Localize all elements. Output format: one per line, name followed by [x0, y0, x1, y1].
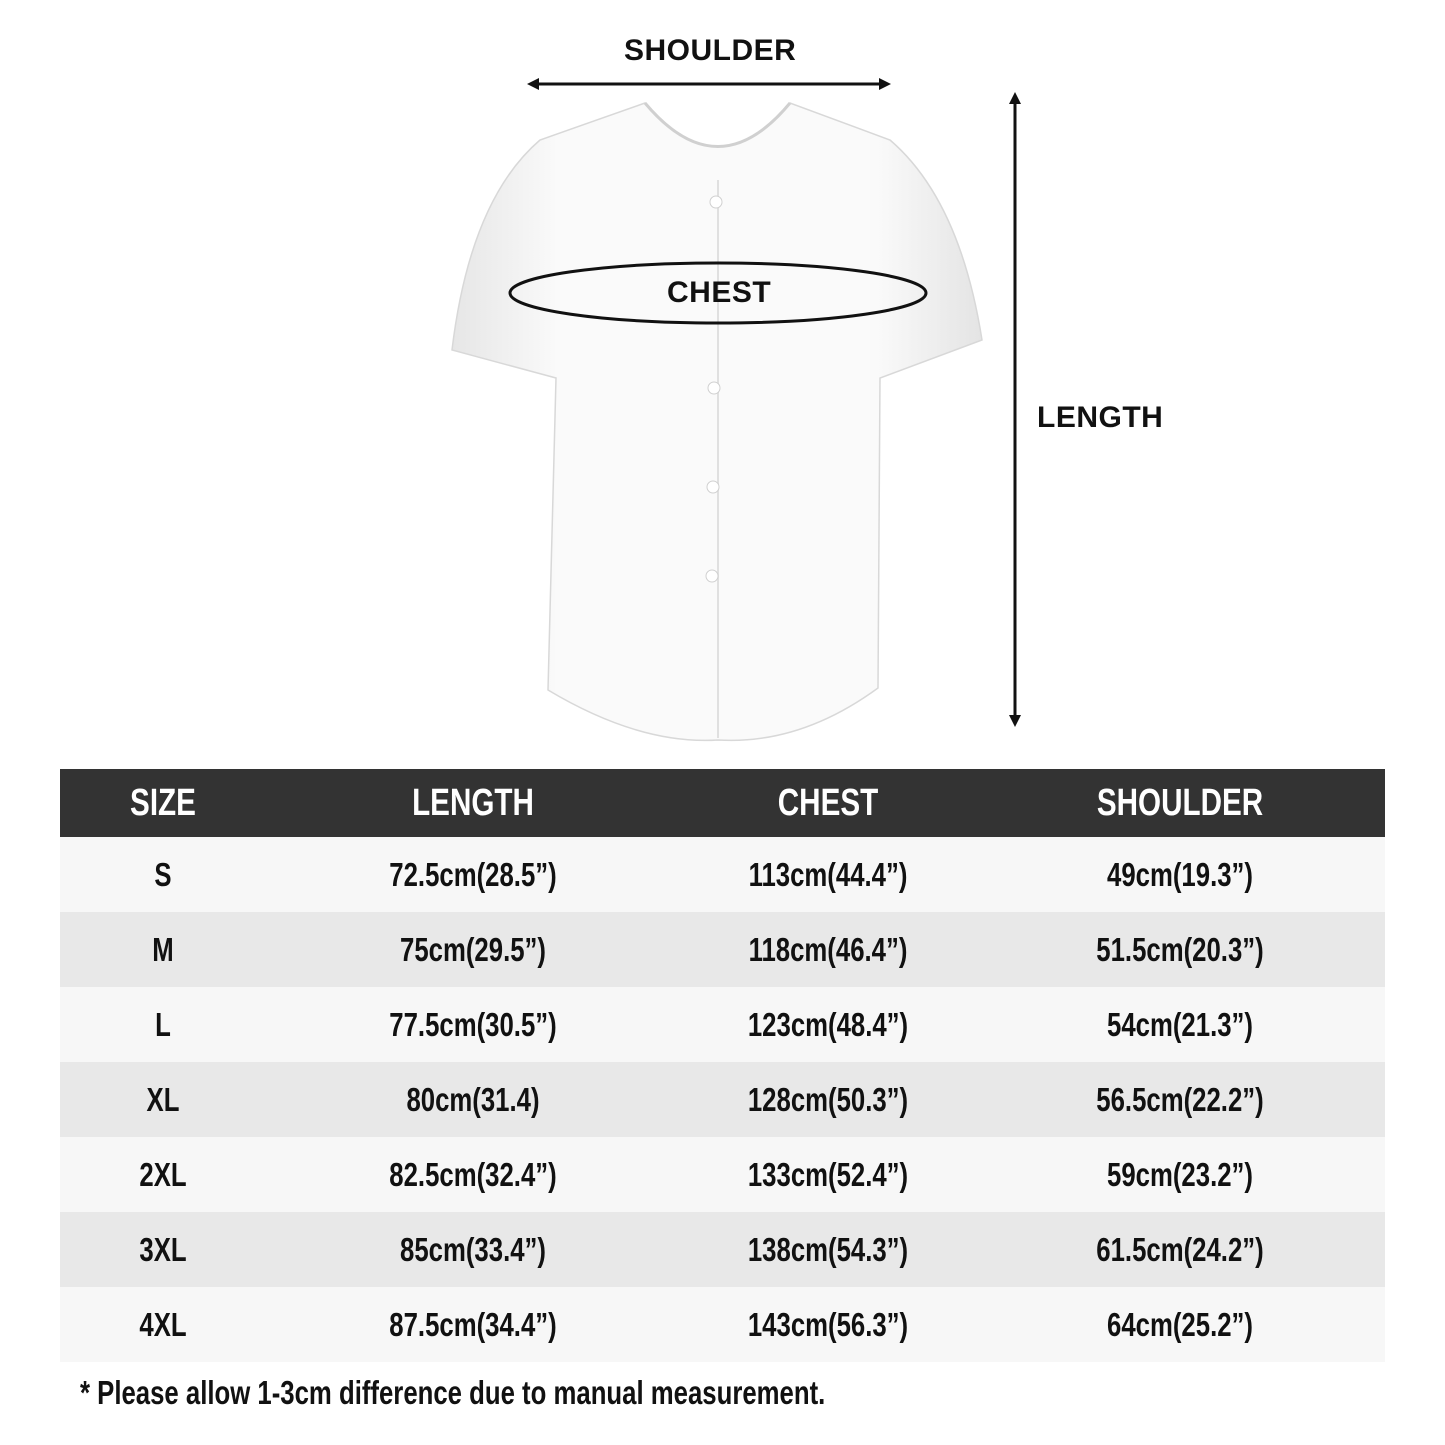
header-shoulder: SHOULDER [1096, 781, 1264, 824]
cell-shoulder: 64cm(25.2”) [1107, 1305, 1253, 1343]
header-chest: CHEST [777, 781, 879, 824]
chest-label: CHEST [667, 276, 772, 309]
shoulder-label: SHOULDER [624, 34, 797, 67]
cell-chest: 143cm(56.3”) [747, 1305, 909, 1343]
table-row: XL 80cm(31.4) 128cm(50.3”) 56.5cm(22.2”) [60, 1062, 1385, 1137]
cell-size: 3XL [139, 1230, 187, 1268]
cell-size: L [155, 1005, 171, 1043]
cell-shoulder: 51.5cm(20.3”) [1096, 930, 1264, 968]
length-label: LENGTH [1037, 401, 1164, 434]
cell-length: 80cm(31.4) [406, 1080, 540, 1118]
cell-chest: 118cm(46.4”) [748, 930, 908, 968]
cell-shoulder: 59cm(23.2”) [1107, 1155, 1253, 1193]
cell-size: 4XL [139, 1305, 187, 1343]
cell-size: 2XL [139, 1155, 187, 1193]
cell-length: 77.5cm(30.5”) [389, 1005, 557, 1043]
cell-length: 75cm(29.5”) [400, 930, 546, 968]
cell-shoulder: 49cm(19.3”) [1107, 855, 1253, 893]
table-row: 3XL 85cm(33.4”) 138cm(54.3”) 61.5cm(24.2”) [60, 1212, 1385, 1287]
cell-length: 85cm(33.4”) [400, 1230, 546, 1268]
jersey-image [451, 102, 983, 742]
cell-shoulder: 61.5cm(24.2”) [1096, 1230, 1264, 1268]
cell-size: S [154, 855, 172, 893]
table-row: L 77.5cm(30.5”) 123cm(48.4”) 54cm(21.3”) [60, 987, 1385, 1062]
cell-length: 72.5cm(28.5”) [389, 855, 557, 893]
table-row: S 72.5cm(28.5”) 113cm(44.4”) 49cm(19.3”) [60, 837, 1385, 912]
table-row: 4XL 87.5cm(34.4”) 143cm(56.3”) 64cm(25.2”) [60, 1287, 1385, 1362]
cell-length: 87.5cm(34.4”) [389, 1305, 557, 1343]
cell-shoulder: 54cm(21.3”) [1107, 1005, 1253, 1043]
table-row: M 75cm(29.5”) 118cm(46.4”) 51.5cm(20.3”) [60, 912, 1385, 987]
header-length: LENGTH [412, 781, 534, 824]
size-chart-table: SIZE LENGTH CHEST SHOULDER S 72.5cm(28.5”… [60, 769, 1385, 1362]
jersey-diagram [451, 78, 1021, 742]
cell-size: XL [146, 1080, 180, 1118]
cell-chest: 133cm(52.4”) [747, 1155, 909, 1193]
table-row: 2XL 82.5cm(32.4”) 133cm(52.4”) 59cm(23.2”) [60, 1137, 1385, 1212]
shoulder-arrow [527, 78, 891, 90]
cell-chest: 138cm(54.3”) [747, 1230, 909, 1268]
measurement-note: * Please allow 1-3cm difference due to m… [80, 1374, 826, 1411]
table-header: SIZE LENGTH CHEST SHOULDER [60, 769, 1385, 837]
cell-chest: 123cm(48.4”) [747, 1005, 909, 1043]
chest-ellipse [508, 261, 928, 325]
length-arrow [1009, 92, 1021, 727]
cell-chest: 113cm(44.4”) [748, 855, 908, 893]
header-size: SIZE [130, 781, 196, 824]
cell-chest: 128cm(50.3”) [747, 1080, 909, 1118]
cell-length: 82.5cm(32.4”) [389, 1155, 557, 1193]
cell-size: M [152, 930, 174, 968]
cell-shoulder: 56.5cm(22.2”) [1096, 1080, 1264, 1118]
